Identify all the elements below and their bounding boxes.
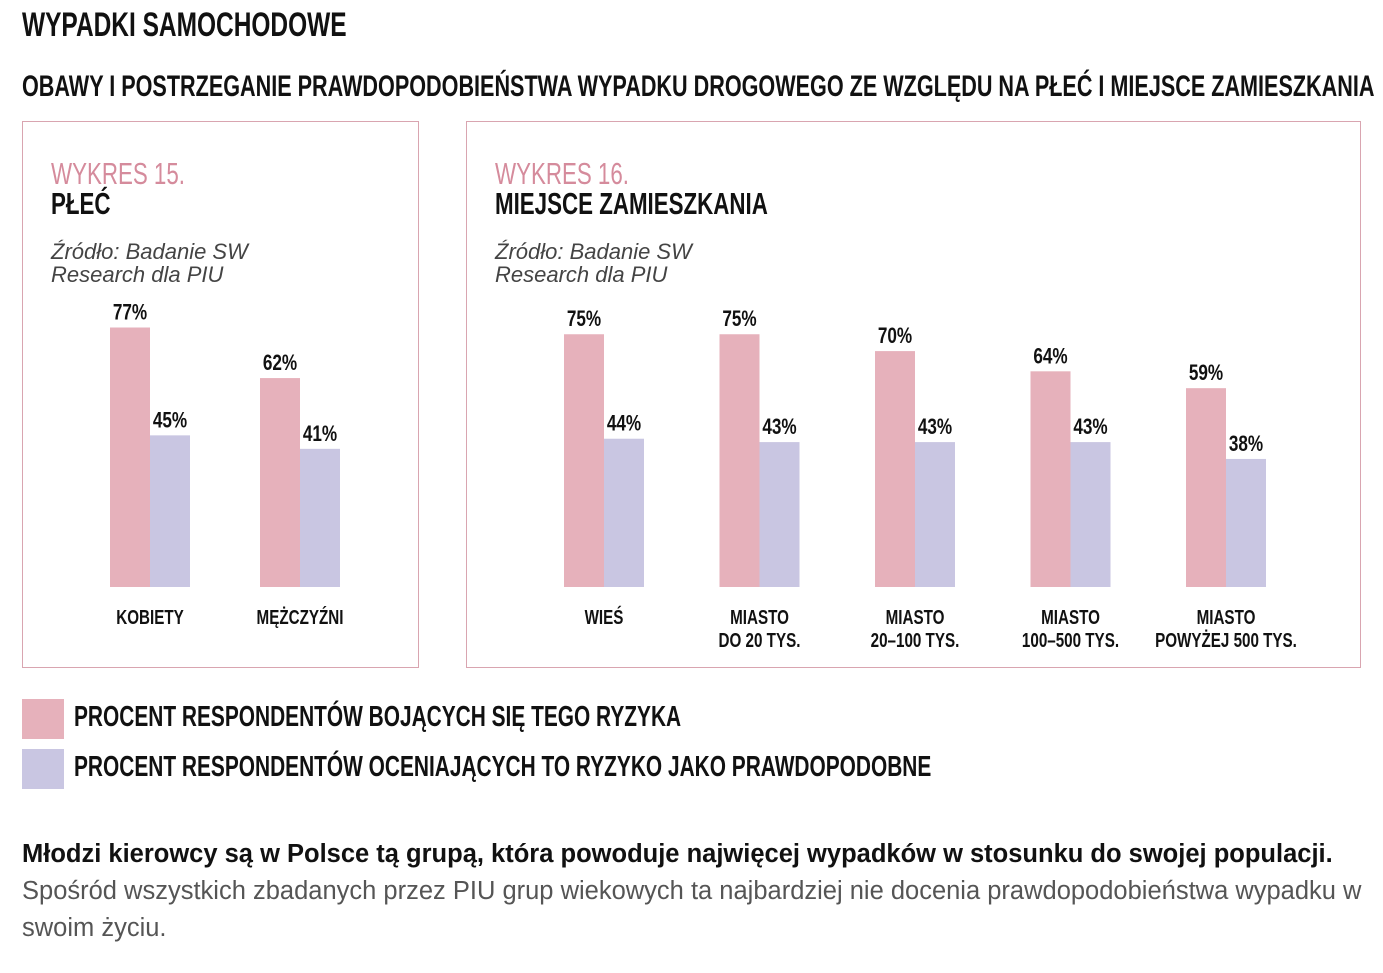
bar-value-label: 75%	[722, 307, 757, 332]
chart-panel-residence: WYKRES 16. MIEJSCE ZAMIESZKANIA Źródło: …	[466, 121, 1361, 668]
chart-source: Źródło: Badanie SW Research dla PIU	[51, 239, 248, 287]
category-label: DO 20 TYS.	[719, 629, 801, 652]
bar-fear	[1186, 388, 1226, 587]
bar-value-label: 62%	[263, 351, 298, 376]
bar-fear	[719, 334, 760, 587]
bar-probable	[915, 442, 955, 587]
page-subtitle: OBAWY I POSTRZEGANIE PRAWDOPODOBIEŃSTWA …	[22, 70, 1375, 103]
bar-value-label: 64%	[1033, 344, 1068, 369]
legend-label: PROCENT RESPONDENTÓW BOJĄCYCH SIĘ TEGO R…	[74, 701, 682, 733]
bar-value-label: 41%	[303, 422, 338, 447]
bar-fear	[1030, 371, 1071, 587]
bar-probable	[150, 435, 190, 587]
bar-chart-gender: 77% 45% KOBIETY 62% 41% MĘŻCZYŹNI	[110, 301, 344, 629]
category-label: WIEŚ	[585, 605, 624, 629]
chart-title: MIEJSCE ZAMIESZKANIA	[495, 186, 768, 221]
bar-value-label: 59%	[1189, 361, 1224, 386]
category-label: MIASTO	[1197, 606, 1256, 629]
footer-bold: Młodzi kierowcy są w Polsce tą grupą, kt…	[22, 840, 1333, 868]
bar-probable	[1226, 458, 1266, 587]
chart-number: WYKRES 16.	[495, 156, 629, 191]
bar-value-label: 43%	[918, 415, 953, 440]
category-label: MIASTO	[730, 606, 789, 629]
chart-number: WYKRES 15.	[51, 156, 185, 191]
bar-value-label: 77%	[113, 301, 148, 326]
category-label: POWYŻEJ 500 TYS.	[1155, 629, 1297, 652]
bar-value-label: 75%	[567, 307, 602, 332]
category-label: MIASTO	[1041, 606, 1100, 629]
bar-value-label: 70%	[878, 324, 913, 349]
category-label: KOBIETY	[116, 606, 184, 629]
bar-value-label: 45%	[153, 408, 188, 433]
category-label: 20–100 TYS.	[871, 629, 960, 652]
bar-probable	[759, 442, 800, 587]
bar-fear	[875, 351, 915, 587]
footer-text: Młodzi kierowcy są w Polsce tą grupą, kt…	[22, 836, 1367, 947]
category-label: 100–500 TYS.	[1022, 629, 1119, 652]
category-label: MIASTO	[886, 606, 945, 629]
chart-title: PŁEĆ	[51, 186, 111, 221]
bar-fear	[260, 378, 300, 587]
bar-value-label: 43%	[1073, 415, 1108, 440]
page-title: WYPADKI SAMOCHODOWE	[22, 6, 347, 44]
bar-value-label: 43%	[762, 415, 797, 440]
legend-swatch-fear	[22, 699, 64, 739]
bar-value-label: 38%	[1229, 432, 1264, 457]
bar-probable	[1070, 442, 1111, 587]
legend-swatch-probable	[22, 749, 64, 789]
bar-fear	[564, 334, 604, 587]
footer-regular: Spośród wszystkich zbadanych przez PIU g…	[22, 877, 1362, 942]
chart-panel-gender: WYKRES 15. PŁEĆ Źródło: Badanie SW Resea…	[22, 121, 419, 668]
bar-probable	[604, 438, 644, 587]
chart-source: Źródło: Badanie SW Research dla PIU	[495, 239, 692, 287]
category-label: MĘŻCZYŹNI	[257, 605, 344, 629]
bar-probable	[300, 448, 340, 587]
bar-value-label: 44%	[607, 412, 642, 437]
bar-fear	[110, 327, 150, 587]
legend-label: PROCENT RESPONDENTÓW OCENIAJĄCYCH TO RYZ…	[74, 751, 932, 783]
